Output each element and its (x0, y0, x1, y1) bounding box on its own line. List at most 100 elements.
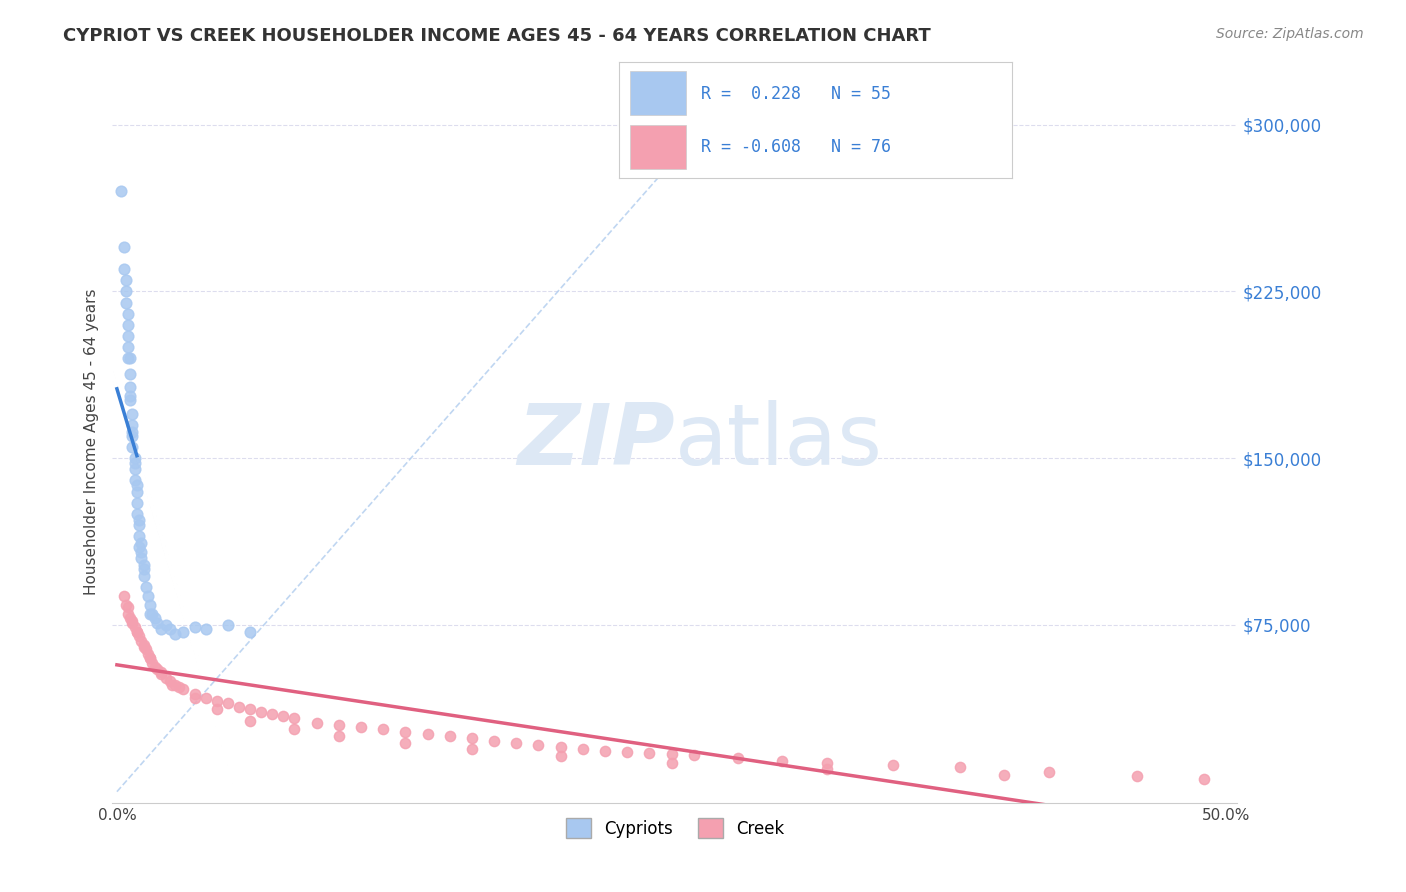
Point (550, 740, 572, 755)
Point (183, 620, 205, 634)
Point (194, 623, 217, 637)
Point (125, 496, 148, 510)
Point (143, 611, 166, 625)
Point (394, 736, 416, 750)
Point (373, 723, 395, 737)
Point (117, 340, 139, 354)
Point (120, 367, 142, 381)
Point (135, 642, 157, 657)
FancyBboxPatch shape (630, 125, 686, 169)
Point (125, 624, 148, 639)
Point (661, 747, 683, 761)
Text: R = -0.608   N = 76: R = -0.608 N = 76 (702, 138, 891, 156)
Point (172, 624, 194, 639)
Point (117, 351, 139, 366)
Point (155, 618, 177, 632)
Point (132, 569, 155, 583)
Point (217, 618, 239, 632)
Point (661, 756, 683, 770)
Point (262, 706, 284, 721)
Point (124, 462, 146, 476)
Point (121, 440, 143, 454)
Point (114, 295, 136, 310)
Point (131, 544, 153, 558)
Y-axis label: Householder Income Ages 45 - 64 years: Householder Income Ages 45 - 64 years (83, 288, 98, 595)
Point (139, 598, 162, 612)
Point (128, 540, 150, 554)
Point (993, 768, 1015, 782)
Point (120, 611, 142, 625)
Point (121, 615, 143, 630)
Point (162, 678, 184, 692)
Point (150, 665, 173, 679)
Point (124, 474, 146, 488)
Point (949, 760, 972, 774)
Point (125, 624, 148, 639)
Text: Source: ZipAtlas.com: Source: ZipAtlas.com (1216, 27, 1364, 41)
Point (141, 607, 163, 621)
Point (1038, 764, 1060, 779)
Point (461, 742, 484, 756)
Point (121, 407, 143, 421)
Point (283, 723, 305, 737)
Point (572, 742, 595, 756)
Point (132, 558, 155, 572)
Legend: Cypriots, Creek: Cypriots, Creek (558, 812, 792, 845)
Point (139, 607, 162, 621)
Point (117, 318, 139, 332)
Point (194, 691, 217, 706)
Point (120, 380, 142, 394)
Point (136, 647, 159, 661)
Point (416, 727, 439, 741)
Point (239, 714, 262, 728)
Point (128, 529, 150, 543)
Point (159, 623, 181, 637)
Point (550, 749, 572, 764)
Point (183, 687, 205, 701)
Point (114, 598, 136, 612)
Point (110, 185, 132, 199)
Point (239, 624, 262, 639)
Point (143, 660, 166, 674)
Point (305, 715, 328, 730)
Point (120, 351, 142, 366)
Point (135, 580, 157, 594)
Point (461, 731, 484, 746)
Point (132, 640, 155, 655)
Point (239, 702, 262, 716)
Point (250, 705, 273, 719)
Text: ZIP: ZIP (517, 400, 675, 483)
Point (136, 589, 159, 603)
Point (727, 751, 749, 765)
Point (350, 720, 373, 734)
Point (120, 389, 142, 403)
Point (131, 535, 153, 549)
Point (283, 711, 305, 725)
Point (163, 627, 186, 641)
Point (328, 729, 350, 743)
Point (112, 240, 135, 254)
Point (121, 429, 143, 443)
Point (183, 691, 205, 706)
Text: atlas: atlas (675, 400, 883, 483)
Point (128, 517, 150, 532)
Point (150, 623, 173, 637)
Point (439, 729, 461, 743)
Point (328, 718, 350, 732)
Text: CYPRIOT VS CREEK HOUSEHOLDER INCOME AGES 45 - 64 YEARS CORRELATION CHART: CYPRIOT VS CREEK HOUSEHOLDER INCOME AGES… (63, 27, 931, 45)
Point (117, 600, 139, 615)
Point (217, 696, 239, 710)
FancyBboxPatch shape (630, 70, 686, 114)
Point (124, 451, 146, 466)
Point (121, 417, 143, 432)
Point (128, 513, 150, 527)
Point (121, 425, 143, 439)
Point (593, 743, 616, 757)
Point (117, 607, 139, 621)
Point (205, 702, 228, 716)
Point (815, 763, 838, 777)
Point (132, 562, 155, 576)
Point (132, 638, 155, 652)
Point (205, 693, 228, 707)
Point (117, 307, 139, 321)
